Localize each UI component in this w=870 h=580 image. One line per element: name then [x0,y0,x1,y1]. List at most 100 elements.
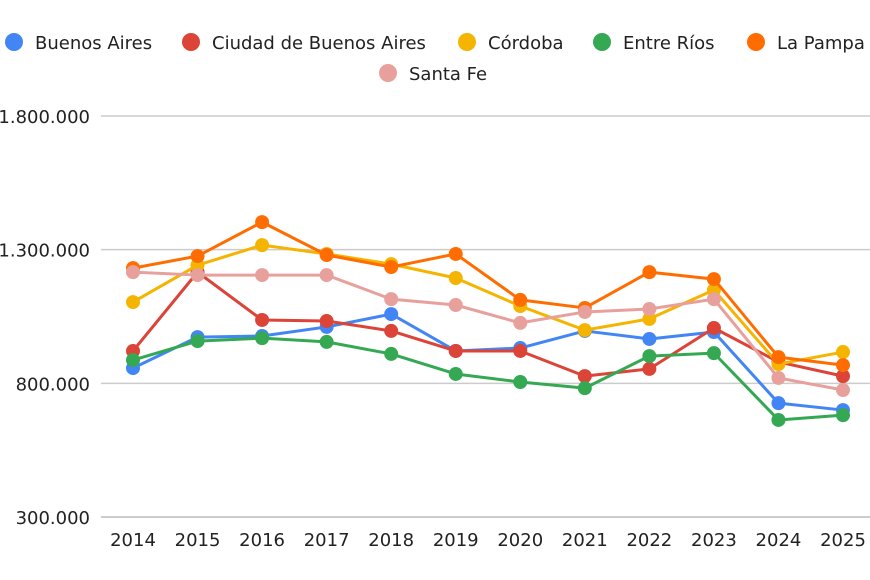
data-point [836,383,850,398]
data-point [706,320,721,335]
legend-item: Entre Ríos [593,33,715,54]
series-entre-ríos [126,331,850,427]
data-point [642,349,657,364]
x-tick-label: 2016 [239,530,285,551]
data-point [771,396,786,411]
legend-item: Santa Fe [379,64,487,85]
data-point [642,302,657,317]
data-point [384,292,399,307]
data-point [577,369,592,384]
data-point [255,268,270,283]
series-line [132,220,844,367]
data-point [319,268,334,283]
data-point [577,304,592,319]
data-point [706,272,721,287]
legend-label: La Pampa [777,33,865,54]
data-point [448,343,463,358]
gridlines [101,115,870,518]
data-point [642,311,657,326]
x-tick-label: 2025 [820,530,866,551]
data-point [190,249,205,264]
y-tick-label: 1.300.000 [0,241,90,262]
legend-item: Buenos Aires [5,33,152,54]
x-tick-label: 2022 [626,530,672,551]
x-tick-label: 2014 [110,530,156,551]
legend-marker-icon [379,64,397,82]
data-point [513,292,528,307]
data-point [706,346,721,361]
legend-marker-icon [747,33,765,51]
data-point [642,265,657,280]
data-point [126,265,140,280]
data-point [642,361,657,376]
data-point [836,358,850,373]
data-point [255,312,270,327]
data-point [190,268,205,283]
series-group [126,215,850,427]
data-point [190,334,205,349]
legend-label: Córdoba [488,33,564,54]
data-point [836,345,850,360]
data-point [771,412,786,427]
y-tick-label: 300.000 [16,508,90,529]
data-point [771,370,786,385]
data-point [513,374,528,389]
series-santa-fe [126,265,850,398]
series-line [131,270,844,378]
legend-label: Ciudad de Buenos Aires [212,33,426,54]
data-point [642,331,657,346]
legend-label: Entre Ríos [623,33,715,54]
legend-marker-icon [593,33,611,51]
data-point [384,307,399,322]
legend-item: La Pampa [747,33,865,54]
data-point [126,353,140,368]
legend-label: Santa Fe [409,64,487,85]
data-point [836,408,850,423]
x-axis: 2014 2015 2016 2017 2018 2019 2020 2021 2022 2023… [110,530,866,551]
data-point [513,343,528,358]
data-point [448,271,463,286]
data-point [448,366,463,381]
data-point [513,315,528,330]
x-tick-label: 2024 [756,530,802,551]
x-tick-label: 2017 [304,530,350,551]
data-point [577,323,592,338]
legend-item: Ciudad de Buenos Aires [182,33,426,54]
x-tick-label: 2021 [562,530,608,551]
legend: Buenos Aires Ciudad de Buenos Aires Córdob… [5,33,865,85]
series-line [132,336,844,422]
data-point [384,323,399,338]
x-tick-label: 2018 [368,530,414,551]
legend-marker-icon [458,33,476,51]
legend-item: Córdoba [458,33,564,54]
series-line [132,243,844,366]
data-point [384,346,399,361]
x-tick-label: 2020 [497,530,543,551]
data-point [255,331,270,346]
data-point [126,295,140,310]
data-point [319,334,334,349]
data-point [448,246,463,261]
series-ciudad-de-buenos-aires [126,265,850,384]
legend-label: Buenos Aires [35,33,152,54]
legend-marker-icon [5,33,23,51]
y-tick-label: 1.800.000 [0,107,90,128]
legend-marker-icon [182,33,200,51]
y-axis: 300.000 800.000 1.300.000 1.800.000 [0,107,90,529]
y-tick-label: 800.000 [16,374,90,395]
x-tick-label: 2023 [691,530,737,551]
data-point [771,350,786,365]
data-point [319,248,334,263]
data-point [255,238,270,253]
data-point [384,260,399,275]
x-tick-label: 2019 [433,530,479,551]
x-tick-label: 2015 [175,530,221,551]
data-point [836,369,850,384]
data-point [255,215,270,230]
data-point [577,381,592,396]
data-point [319,314,334,329]
data-point [448,298,463,313]
data-point [706,292,721,307]
series-line [132,270,844,392]
